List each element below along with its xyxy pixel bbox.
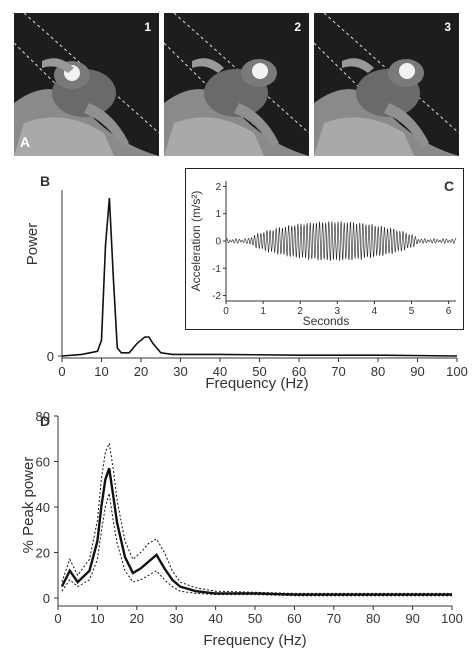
x-tick-label: 70 [327, 611, 341, 626]
x-tick-label: 100 [446, 364, 468, 379]
x-tick-label: 1 [260, 306, 266, 317]
eye-glow [252, 63, 268, 79]
confidence-band-line [61, 441, 452, 594]
frame-number: 2 [294, 20, 301, 34]
eye-glow [399, 63, 415, 79]
panel-b-label: B [40, 173, 50, 189]
acceleration-trace [225, 221, 457, 261]
y-tick-label: 40 [36, 500, 50, 515]
x-tick-label: 70 [331, 364, 345, 379]
frame-number: 3 [444, 20, 451, 34]
y-tick-label: 0 [47, 349, 54, 364]
frame-3: 3 [314, 13, 459, 156]
inset-c: 0 1 2 3 4 5 6 -2 -1 0 1 2 C Acceleration (m/s²) Sec… [185, 168, 464, 330]
y-tick-label: 20 [36, 546, 50, 561]
y-axis-label: % Peak power [20, 457, 37, 554]
power-spectrum-line [61, 197, 458, 357]
y-axis-label: Acceleration (m/s²) [189, 191, 203, 292]
x-tick-label: 80 [366, 611, 380, 626]
y-tick-label: 80 [36, 409, 50, 424]
panel-a-label: A [20, 134, 31, 150]
x-tick-label: 4 [372, 306, 378, 317]
x-tick-label: 40 [208, 611, 222, 626]
panel-d-label: D [40, 413, 50, 429]
x-tick-label: 90 [410, 364, 424, 379]
x-tick-label: 100 [441, 611, 463, 626]
x-axis-label: Frequency (Hz) [205, 375, 308, 392]
x-tick-label: 30 [173, 364, 187, 379]
x-tick-label: 6 [446, 306, 452, 317]
y-tick-label: 1 [215, 209, 221, 220]
mean-line [60, 467, 452, 596]
y-tick-label: -2 [212, 291, 221, 302]
x-tick-label: 10 [90, 611, 104, 626]
x-tick-label: 0 [54, 611, 61, 626]
x-tick-label: 20 [134, 364, 148, 379]
x-tick-label: 80 [371, 364, 385, 379]
frame-2: 2 [164, 13, 309, 156]
x-tick-label: 50 [252, 364, 266, 379]
x-tick-label: 3 [335, 306, 341, 317]
x-tick-label: 90 [405, 611, 419, 626]
chart-c: 0 1 2 3 4 5 6 -2 -1 0 1 2 C Acceleration (m/s²) Sec… [189, 178, 457, 328]
x-tick-label: 10 [94, 364, 108, 379]
frog-photo-1 [14, 13, 159, 156]
x-tick-label: 2 [297, 306, 303, 317]
frame-1: 1 A [14, 13, 159, 156]
frog-photo-3 [314, 13, 459, 156]
x-tick-label: 40 [213, 364, 227, 379]
y-tick-label: 2 [215, 182, 221, 193]
x-tick-label: 50 [248, 611, 262, 626]
frame-number: 1 [144, 20, 151, 34]
y-tick-label: 60 [36, 455, 50, 470]
x-tick-label: 60 [287, 611, 301, 626]
x-axis-label: Seconds [303, 314, 350, 328]
x-tick-label: 60 [292, 364, 306, 379]
y-tick-label: 0 [43, 591, 50, 606]
chart-d: 0 10 20 30 40 50 60 70 80 90 100 0 20 40 60 80 D % Peak… [20, 409, 463, 649]
x-axis-label: Frequency (Hz) [203, 632, 306, 649]
y-tick-label: 0 [215, 237, 221, 248]
x-tick-label: 5 [409, 306, 415, 317]
panel-c-label: C [444, 178, 454, 194]
frog-photo-2 [164, 13, 309, 156]
y-tick-label: -1 [212, 264, 221, 275]
x-tick-label: 20 [130, 611, 144, 626]
y-axis-label: Power [24, 223, 41, 266]
x-tick-label: 0 [58, 364, 65, 379]
x-tick-label: 0 [223, 306, 229, 317]
x-tick-label: 30 [169, 611, 183, 626]
confidence-band-line [61, 493, 452, 597]
